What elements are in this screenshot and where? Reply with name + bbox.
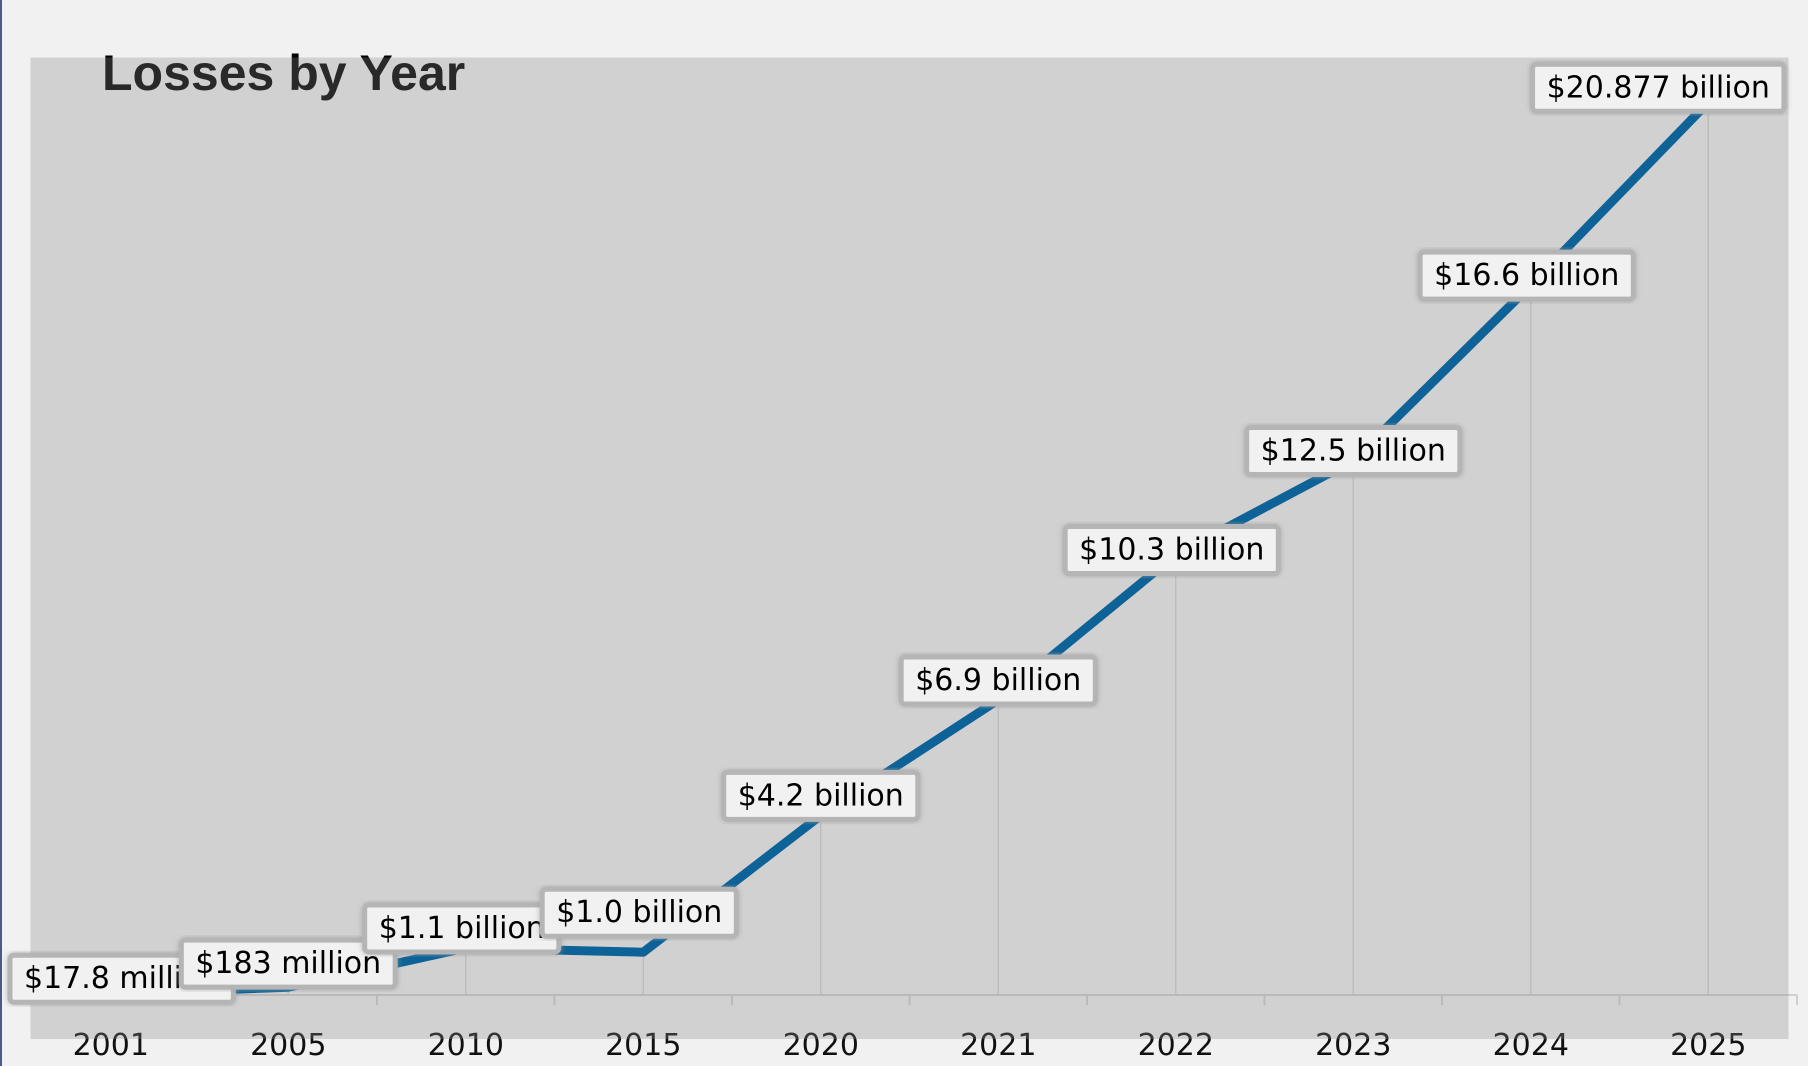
x-tick-label: 2023 <box>1315 1028 1391 1063</box>
data-label-2015: $1.0 billion <box>539 886 739 939</box>
x-tick-label: 2001 <box>73 1028 149 1063</box>
data-label-2005: $183 million <box>178 937 398 990</box>
data-label-box <box>1417 249 1636 302</box>
x-tick-label: 2005 <box>250 1028 326 1063</box>
data-label-box <box>178 937 398 990</box>
x-axis: 2001 2005 2010 2015 2020 2021 2022 2023 2024 2025 <box>21 994 1798 1063</box>
x-tick-label: 2024 <box>1493 1028 1569 1063</box>
data-label-text: $12.5 billion <box>1261 433 1446 468</box>
gridlines <box>110 102 1709 995</box>
data-label-box <box>1244 424 1463 477</box>
chart-title: Losses by Year <box>102 45 466 101</box>
data-label-2025: $20.877 billion <box>1530 61 1787 114</box>
x-tick-label: 2010 <box>428 1028 504 1063</box>
data-label-box <box>539 886 739 939</box>
x-tick-label: 2021 <box>960 1028 1036 1063</box>
data-labels: $17.8 million$183 million$1.1 billion $1.… <box>7 61 1787 1005</box>
data-label-2020: $4.2 billion <box>721 769 921 822</box>
data-label-box <box>898 654 1098 707</box>
data-label-box <box>721 769 921 822</box>
data-label-2023: $12.5 billion <box>1244 424 1463 477</box>
data-label-box <box>1530 61 1787 114</box>
data-label-2021: $6.9 billion <box>898 654 1098 707</box>
data-label-text: $10.3 billion <box>1079 533 1264 568</box>
data-label-text: $183 million <box>195 946 381 981</box>
data-label-text: $4.2 billion <box>738 778 904 813</box>
x-tick-label: 2015 <box>605 1028 681 1063</box>
x-tick-label: 2020 <box>783 1028 859 1063</box>
data-label-2010: $1.1 billion <box>362 902 562 955</box>
data-label-text: $1.1 billion <box>379 911 545 946</box>
series-line-group <box>109 99 1712 999</box>
data-label-text: $6.9 billion <box>915 663 1081 698</box>
data-label-2022: $10.3 billion <box>1062 524 1281 577</box>
data-label-text: $20.877 billion <box>1547 70 1770 105</box>
data-label-text: $16.6 billion <box>1434 258 1619 293</box>
data-label-text: $1.0 billion <box>556 895 722 930</box>
data-label-box <box>1062 524 1281 577</box>
data-label-2024: $16.6 billion <box>1417 249 1636 302</box>
series-line <box>110 99 1712 999</box>
x-tick-label: 2022 <box>1138 1028 1214 1063</box>
data-point-2015 <box>642 951 645 954</box>
x-tick-label: 2025 <box>1670 1028 1746 1063</box>
